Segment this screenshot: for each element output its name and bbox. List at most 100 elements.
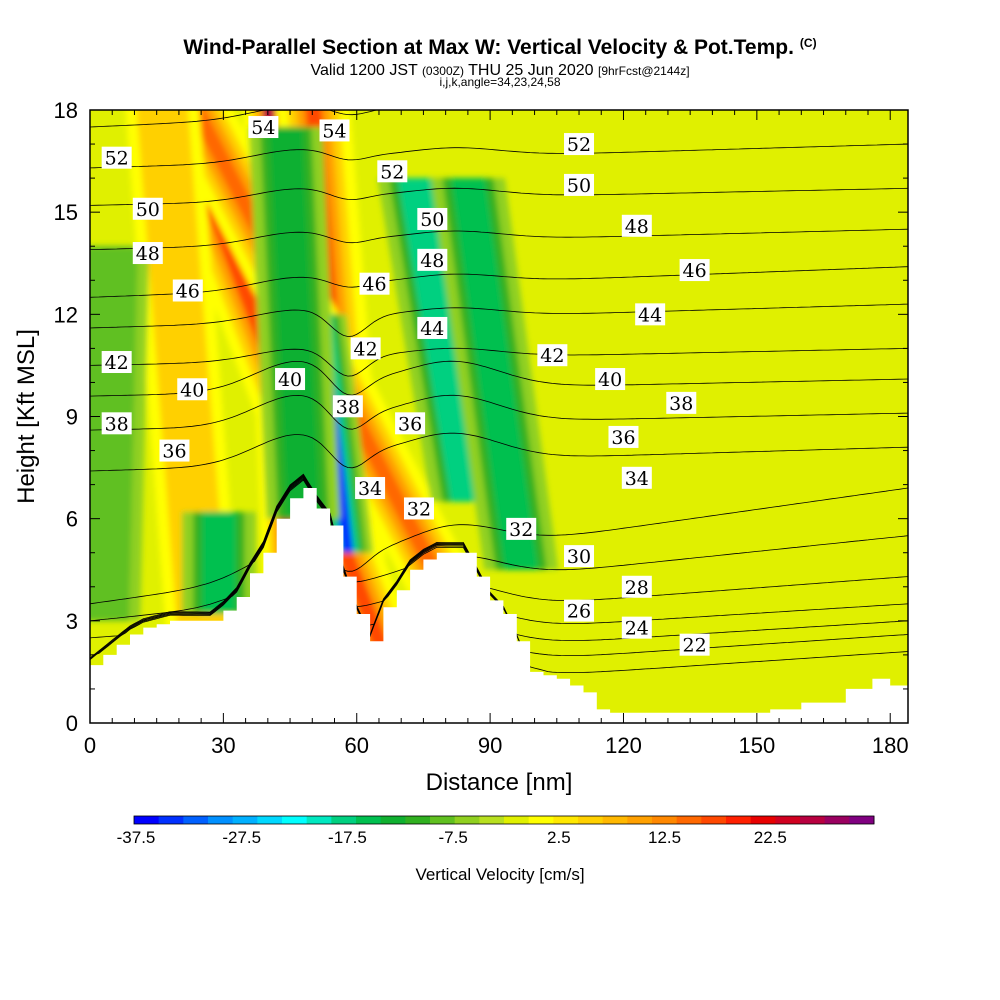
colorbar-swatch: [282, 816, 308, 824]
contour-label-34: 34: [621, 466, 652, 490]
colorbar-swatch: [479, 816, 505, 824]
colorbar-swatch: [701, 816, 727, 824]
contour-label-32: 32: [403, 497, 434, 520]
valid-utc: (0300Z): [421, 64, 464, 78]
theta-contour-36: [90, 432, 908, 472]
downdraft-band: [210, 511, 228, 615]
contour-labels: 22 24 26 28 30 32 32 34 34 36 36 36 38 38 38 40 40 40 42 42…: [101, 116, 710, 657]
theta-contour-52: [90, 143, 908, 169]
contour-label-50: 50: [417, 207, 448, 231]
colorbar-swatch: [430, 816, 456, 824]
contour-label-box: [679, 259, 710, 282]
colorbar-swatch: [528, 816, 554, 824]
contour-label-36: 36: [608, 425, 639, 449]
theta-contour-44: [90, 303, 908, 337]
y-tick-label: 6: [66, 507, 78, 532]
contour-label-42: 42: [101, 351, 132, 374]
contour-label-38: 38: [332, 395, 363, 418]
colorbar-title: Vertical Velocity [cm/s]: [415, 865, 584, 884]
contour-label-box: [635, 303, 666, 326]
contour-label-text: 54: [251, 117, 275, 139]
contour-label-box: [417, 207, 448, 230]
colorbar-frame: [133, 815, 875, 825]
contour-label-26: 26: [564, 599, 595, 623]
colorbar: -37.5 -27.5 -17.5 -7.5 2.5 12.5 22.5 Vertical V…: [117, 815, 875, 884]
theta-contour-50: [90, 187, 908, 206]
contour-label-box: [319, 119, 350, 142]
x-tick-label: 30: [211, 733, 235, 758]
colorbar-tick-label: -17.5: [328, 828, 367, 847]
contour-label-text: 52: [105, 148, 129, 170]
contour-label-text: 28: [625, 577, 649, 599]
contour-label-48: 48: [621, 214, 652, 238]
contour-label-box: [666, 391, 697, 414]
contour-label-text: 36: [398, 413, 422, 435]
colorbar-swatch: [553, 816, 579, 824]
contour-label-box: [621, 466, 652, 489]
contour-label-text: 48: [625, 216, 649, 238]
x-tick-label: 90: [478, 733, 502, 758]
colorbar-swatch: [158, 816, 184, 824]
colorbar-swatch: [134, 816, 160, 824]
chart-title-text: Wind-Parallel Section at Max W: Vertical…: [183, 36, 794, 59]
contour-label-box: [332, 395, 363, 418]
y-tick-label: 18: [54, 98, 78, 123]
contour-label-box: [679, 633, 710, 656]
contour-label-text: 38: [105, 413, 129, 435]
contour-label-text: 38: [669, 393, 693, 415]
colorbar-swatch: [726, 816, 752, 824]
contour-label-48: 48: [417, 248, 448, 272]
colorbar-tick-label: -27.5: [222, 828, 261, 847]
colorbar-tick-label: 22.5: [754, 828, 787, 847]
contour-label-box: [159, 439, 190, 462]
theta-contour-46: [90, 266, 908, 298]
contour-label-52: 52: [377, 160, 408, 183]
colorbar-tick-label: -7.5: [438, 828, 467, 847]
colorbar-swatch: [800, 816, 826, 824]
contour-label-text: 40: [180, 379, 204, 401]
contour-label-text: 42: [540, 345, 564, 367]
contour-label-box: [417, 316, 448, 339]
contour-label-text: 30: [567, 546, 591, 568]
contour-label-text: 34: [358, 478, 382, 500]
contour-label-30: 30: [564, 545, 595, 568]
copyright-mark: (C): [799, 36, 817, 50]
contour-label-text: 44: [420, 318, 444, 340]
colorbar-swatch: [652, 816, 678, 824]
theta-contour-54: [90, 110, 380, 128]
contour-label-box: [506, 517, 537, 540]
colorbar-tick-label: -37.5: [117, 828, 156, 847]
y-tick-label: 0: [66, 711, 78, 736]
contour-label-box: [248, 116, 279, 139]
x-tick-label: 120: [605, 733, 642, 758]
contour-label-46: 46: [679, 259, 710, 282]
valid-time: Valid 1200 JST: [310, 62, 418, 79]
contour-label-box: [359, 272, 390, 295]
y-tick-label: 12: [54, 302, 78, 327]
x-tick-label: 180: [872, 733, 909, 758]
colorbar-swatch: [602, 816, 628, 824]
contour-label-text: 46: [362, 274, 386, 296]
contour-label-box: [595, 368, 626, 391]
contour-label-52: 52: [564, 133, 595, 156]
contour-label-40: 40: [595, 368, 626, 391]
y-tick-label: 3: [66, 609, 78, 634]
contour-label-box: [537, 344, 568, 367]
colorbar-swatch: [578, 816, 604, 824]
chart-subtitle: Valid 1200 JST (0300Z) THU 25 Jun 2020 […: [0, 62, 1000, 80]
terrain: [90, 488, 908, 723]
contour-label-46: 46: [172, 279, 203, 302]
terrain-mask: [90, 488, 908, 723]
contour-label-box: [101, 412, 132, 435]
contour-label-36: 36: [159, 439, 190, 463]
contour-label-box: [350, 337, 381, 360]
contour-label-36: 36: [395, 412, 426, 435]
contour-label-box: [132, 197, 163, 220]
contour-label-42: 42: [537, 344, 568, 367]
contour-label-text: 48: [136, 243, 160, 265]
contour-label-28: 28: [621, 575, 652, 599]
colorbar-swatch: [627, 816, 653, 824]
colorbar-swatch: [380, 816, 406, 824]
colorbar-swatch: [356, 816, 382, 824]
